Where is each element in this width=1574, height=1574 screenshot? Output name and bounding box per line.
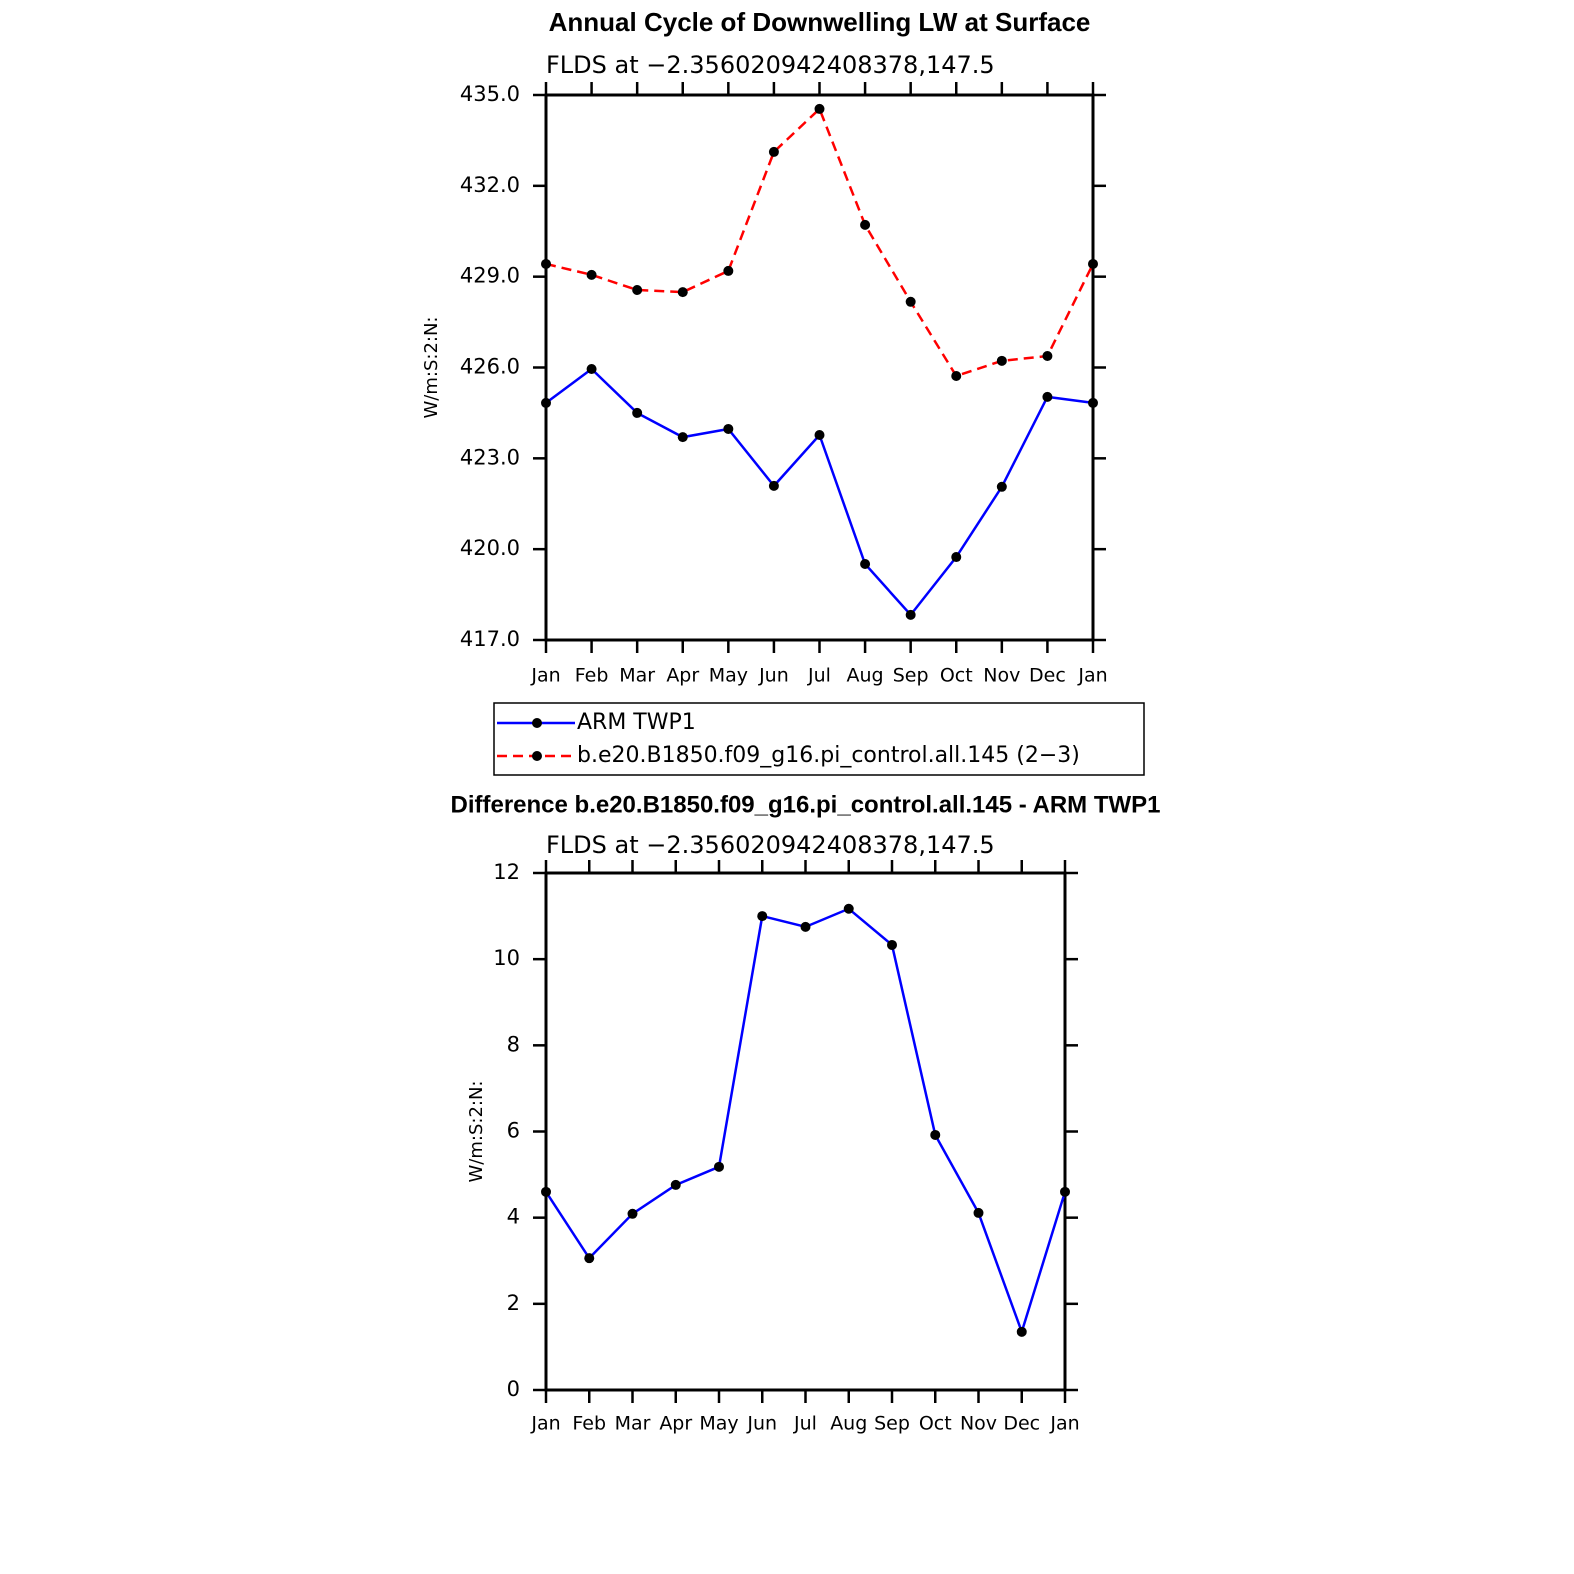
data-point xyxy=(723,423,734,434)
x-tick-label: Jun xyxy=(746,1413,777,1435)
data-point xyxy=(541,258,551,269)
data-point xyxy=(905,296,916,307)
data-point xyxy=(586,364,597,375)
data-point xyxy=(814,430,825,441)
y-tick-label: 6 xyxy=(507,1119,520,1143)
x-tick-label: May xyxy=(699,1413,738,1435)
x-tick-label: Aug xyxy=(830,1413,867,1435)
data-point xyxy=(541,1186,551,1197)
plot-frame xyxy=(544,93,1095,642)
data-point xyxy=(677,432,688,443)
y-tick-label: 2 xyxy=(507,1291,520,1315)
x-tick-label: Jan xyxy=(1077,665,1107,687)
x-tick-label: May xyxy=(709,665,748,687)
y-tick-label: 435.0 xyxy=(460,82,520,106)
data-point xyxy=(843,903,854,914)
y-tick-label: 10 xyxy=(493,946,520,970)
y-axis-label: W/m:S:2:N: xyxy=(466,1081,487,1183)
x-tick-label: Jun xyxy=(758,665,789,687)
legend-marker xyxy=(532,718,542,728)
plot-frame xyxy=(544,871,1067,1392)
chart-title: Annual Cycle of Downwelling LW at Surfac… xyxy=(549,7,1091,37)
data-point xyxy=(951,552,962,563)
data-point xyxy=(800,921,811,932)
chart-subtitle: FLDS at −2.356020942408378,147.5 xyxy=(546,831,995,859)
data-point xyxy=(1042,391,1053,402)
data-point xyxy=(1088,397,1098,408)
x-tick-label: Sep xyxy=(874,1413,910,1435)
y-tick-label: 8 xyxy=(507,1032,520,1056)
x-tick-label: Nov xyxy=(983,665,1020,687)
x-tick-label: Apr xyxy=(666,665,699,687)
x-tick-label: Oct xyxy=(940,665,973,687)
data-point xyxy=(930,1129,941,1140)
data-point xyxy=(996,481,1007,492)
y-axis-label: W/m:S:2:N: xyxy=(421,317,442,419)
x-tick-label: Nov xyxy=(960,1413,997,1435)
data-point xyxy=(670,1179,681,1190)
data-point xyxy=(632,407,643,418)
data-point xyxy=(757,911,768,922)
x-tick-label: Jul xyxy=(793,1413,817,1435)
y-tick-label: 423.0 xyxy=(460,445,520,469)
legend-label: b.e20.B1850.f09_g16.pi_control.all.145 (… xyxy=(577,743,1080,768)
data-point xyxy=(584,1253,595,1264)
x-tick-label: Aug xyxy=(847,665,884,687)
data-point xyxy=(951,370,962,381)
x-tick-label: Sep xyxy=(893,665,929,687)
y-tick-label: 426.0 xyxy=(460,355,520,379)
data-point xyxy=(860,559,871,570)
data-point xyxy=(1042,350,1053,361)
data-point xyxy=(1016,1326,1027,1337)
x-tick-label: Feb xyxy=(575,665,609,687)
x-tick-label: Jan xyxy=(530,665,560,687)
data-point xyxy=(887,939,897,950)
y-tick-label: 417.0 xyxy=(460,627,520,651)
chart-subtitle: FLDS at −2.356020942408378,147.5 xyxy=(546,51,995,79)
y-tick-label: 12 xyxy=(493,860,520,884)
y-tick-label: 4 xyxy=(507,1205,520,1229)
x-tick-label: Apr xyxy=(659,1413,692,1435)
x-tick-label: Mar xyxy=(619,665,655,687)
data-point xyxy=(905,609,916,620)
chart-title: Difference b.e20.B1850.f09_g16.pi_contro… xyxy=(450,791,1160,818)
y-tick-label: 432.0 xyxy=(460,173,520,197)
legend-box xyxy=(493,702,1145,776)
y-tick-label: 420.0 xyxy=(460,536,520,560)
data-point xyxy=(768,480,779,491)
data-point xyxy=(814,103,825,114)
x-tick-label: Feb xyxy=(572,1413,606,1435)
data-point xyxy=(627,1208,638,1219)
x-tick-label: Dec xyxy=(1029,665,1066,687)
legend-label: ARM TWP1 xyxy=(577,710,696,735)
data-point xyxy=(1088,258,1098,269)
data-point xyxy=(996,355,1007,366)
data-point xyxy=(723,265,734,276)
data-point xyxy=(677,287,688,298)
data-point xyxy=(1060,1186,1070,1197)
x-tick-label: Oct xyxy=(919,1413,952,1435)
data-point xyxy=(768,146,779,157)
legend-marker xyxy=(532,751,542,761)
data-point xyxy=(860,219,871,230)
x-tick-label: Dec xyxy=(1003,1413,1040,1435)
x-tick-label: Mar xyxy=(615,1413,651,1435)
y-tick-label: 0 xyxy=(507,1377,520,1401)
x-tick-label: Jul xyxy=(807,665,831,687)
data-point xyxy=(586,269,597,280)
data-point xyxy=(632,284,643,295)
x-tick-label: Jan xyxy=(1049,1413,1079,1435)
data-point xyxy=(541,397,551,408)
data-point xyxy=(714,1161,724,1172)
y-tick-label: 429.0 xyxy=(460,264,520,288)
data-point xyxy=(973,1207,984,1218)
x-tick-label: Jan xyxy=(530,1413,560,1435)
